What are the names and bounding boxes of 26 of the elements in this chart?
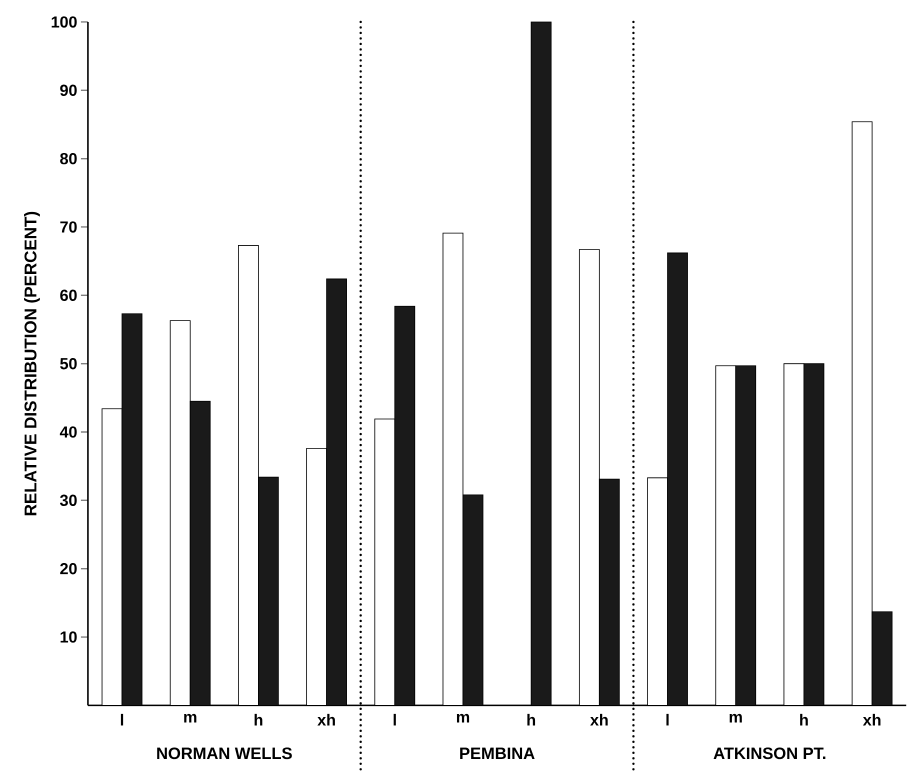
x-tick-label: h bbox=[527, 714, 536, 726]
y-tick-label: 60 bbox=[60, 290, 77, 302]
y-tick-label: 90 bbox=[60, 84, 77, 96]
y-tick-label: 20 bbox=[60, 563, 77, 575]
x-tick-label: m bbox=[730, 714, 742, 723]
x-tick-label: xh bbox=[590, 714, 608, 726]
y-tick-label: 70 bbox=[60, 222, 77, 233]
y-tick-label: 30 bbox=[60, 494, 77, 506]
x-tick-label: l bbox=[120, 714, 124, 726]
x-tick-label: m bbox=[456, 714, 470, 723]
x-tick-label: h bbox=[800, 714, 808, 726]
x-tick-label: m bbox=[184, 714, 196, 723]
y-tick-label: 80 bbox=[60, 153, 77, 165]
x-tick-label: xh bbox=[317, 714, 335, 726]
x-tick-label: l bbox=[666, 714, 669, 726]
text: NORMAN WELLS bbox=[157, 748, 292, 760]
y-tick-label: 10 bbox=[60, 632, 77, 643]
x-tick-label: h bbox=[254, 714, 262, 726]
text: PEMBINA bbox=[460, 748, 535, 760]
x-tick-label: xh bbox=[862, 714, 880, 726]
text: ATKINSON PT. bbox=[714, 748, 826, 760]
y-axis-title: RELATIVE DISTRIBUTION (PERCENT) bbox=[24, 212, 40, 516]
y-tick-label: 50 bbox=[60, 358, 77, 370]
y-tick-label: 40 bbox=[60, 426, 77, 438]
x-tick-label: l bbox=[394, 714, 396, 726]
y-tick-label: 100 bbox=[52, 16, 77, 28]
